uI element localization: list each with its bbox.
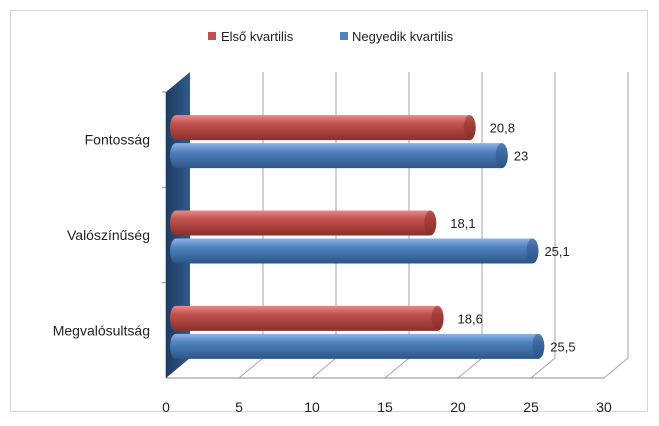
bar — [170, 143, 508, 169]
bar — [170, 305, 444, 331]
bar-cap — [532, 333, 545, 359]
x-tick-label: 15 — [377, 399, 393, 415]
bar-cap — [424, 210, 437, 236]
chart-frame — [10, 10, 648, 412]
x-tick-label: 5 — [235, 399, 243, 415]
category-label: Megvalósultság — [53, 322, 150, 338]
legend-swatch-fourth-quartile — [340, 32, 348, 40]
bar — [170, 238, 539, 264]
category-label: Fontosság — [85, 132, 150, 148]
bar-cap — [431, 305, 444, 331]
bar-cap — [463, 115, 476, 141]
legend: Első kvartilis Negyedik kvartilis — [208, 29, 454, 44]
x-tick-label: 30 — [596, 399, 612, 415]
category-label: Valószínűség — [67, 227, 150, 243]
bar — [170, 210, 437, 236]
data-label: 18,6 — [458, 311, 483, 326]
bar — [170, 333, 545, 359]
gridline — [603, 72, 629, 379]
data-label: 20,8 — [490, 121, 515, 136]
category-labels: Fontosság Valószínűség Megvalósultság — [53, 132, 150, 339]
data-label: 18,1 — [450, 216, 475, 231]
bar-cap — [495, 143, 508, 169]
plot-area: 20,8 23 18,1 25,1 18,6 25,5 0 5 10 15 20 25 30 Font… — [53, 72, 629, 415]
data-label: 25,5 — [550, 339, 575, 354]
legend-swatch-first-quartile — [208, 32, 216, 40]
x-axis-ticks: 0 5 10 15 20 25 30 — [162, 399, 612, 415]
legend-label-first-quartile: Első kvartilis — [221, 29, 294, 44]
x-tick-label: 0 — [162, 399, 170, 415]
x-tick-label: 10 — [304, 399, 320, 415]
bar-cap — [526, 238, 539, 264]
data-labels: 20,8 23 18,1 25,1 18,6 25,5 — [450, 121, 575, 355]
data-label: 25,1 — [544, 244, 569, 259]
x-tick-label: 25 — [523, 399, 539, 415]
data-label: 23 — [514, 149, 528, 164]
gridline — [530, 72, 556, 379]
bars — [170, 115, 545, 359]
bar — [170, 115, 476, 141]
legend-label-fourth-quartile: Negyedik kvartilis — [352, 29, 454, 44]
x-tick-label: 20 — [450, 399, 466, 415]
